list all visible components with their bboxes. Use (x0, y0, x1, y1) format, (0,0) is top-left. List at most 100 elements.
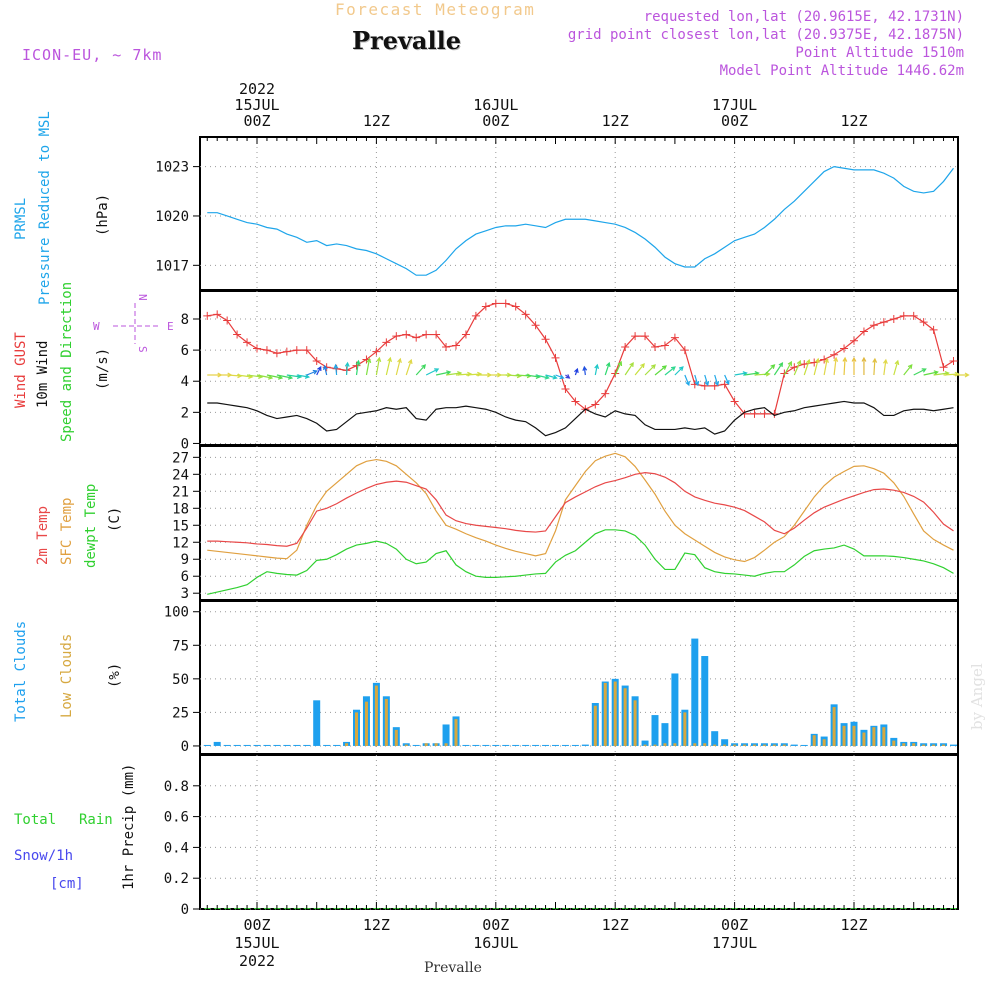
total-cloud-bar (502, 744, 510, 746)
gust-marker (561, 385, 570, 393)
pressure-unit: (hPa) (95, 194, 111, 236)
gust-marker (720, 380, 729, 389)
total-cloud-bar (522, 744, 530, 746)
compass-n: N (136, 294, 149, 301)
gust-marker (840, 344, 849, 353)
wind-arrow (764, 364, 776, 376)
snow-unit: [cm] (50, 876, 84, 892)
wind-gust-label: Wind GUST (13, 332, 29, 408)
gust-marker (631, 332, 640, 341)
total-cloud-bar (581, 744, 589, 746)
ytick-label: 9 (181, 552, 189, 568)
gust-marker (213, 310, 222, 319)
time-label-bottom: 15JUL (234, 934, 279, 952)
low-cloud-bar (633, 700, 637, 746)
gust-marker (651, 343, 659, 351)
low-cloud-bar (703, 743, 707, 746)
total-cloud-bar (571, 744, 579, 746)
ytick-label: 0 (181, 739, 189, 755)
total-cloud-bar (492, 744, 500, 746)
time-label-bottom: 17JUL (712, 934, 757, 952)
total-cloud-bar (561, 744, 569, 746)
wind-arrow (604, 361, 611, 376)
ytick-label: 25 (172, 705, 189, 721)
time-label-bottom: 16JUL (473, 934, 518, 952)
gust-marker (660, 341, 669, 350)
temp-2m-label: 2m Temp (35, 506, 51, 565)
low-cloud-bar (713, 744, 717, 746)
wind-arrow (923, 370, 939, 376)
low-cloud-bar (673, 743, 677, 746)
gust-marker (869, 321, 878, 330)
low-cloud-bar (653, 744, 657, 746)
gust-marker (859, 327, 868, 336)
wind-arrow (654, 365, 667, 376)
snow-label: Snow/1h (14, 848, 73, 864)
ytick-label: 0 (181, 436, 189, 452)
gust-marker (949, 357, 958, 365)
total-cloud-bar (790, 744, 798, 746)
wind-arrow (306, 369, 318, 376)
total-cloud-bar (253, 744, 261, 746)
ytick-label: 4 (181, 374, 189, 390)
low-cloud-bar (404, 744, 408, 746)
wind-arrow (773, 361, 784, 376)
total-cloud-bar (462, 744, 470, 746)
ytick-label: 75 (172, 638, 189, 654)
total-cloud-bar (273, 744, 281, 746)
time-label-bottom: 00Z (243, 916, 270, 934)
wind-arrow (823, 357, 829, 376)
gust-marker (422, 330, 431, 339)
gust-marker (511, 302, 520, 311)
total-cloud-bar (651, 715, 659, 746)
time-label-top: 00Z (721, 112, 748, 130)
wind-arrow (644, 364, 656, 376)
wind-speed-dir-label: Speed and Direction (59, 282, 75, 442)
time-label-top: 15JUL (234, 96, 279, 114)
wind-arrow (694, 374, 700, 387)
wind-arrow (893, 359, 900, 376)
gust-marker (253, 344, 261, 353)
compass-w: W (93, 320, 100, 333)
panel-frames (199, 136, 959, 910)
low-cloud-bar (593, 705, 597, 746)
wind-arrow (704, 374, 710, 387)
wind-arrow (833, 356, 839, 376)
gust-marker (392, 332, 401, 341)
gust-marker (452, 341, 460, 350)
wind-arrow (903, 364, 913, 376)
compass-rose: N S W E (93, 294, 174, 353)
low-cloud-bar (862, 732, 866, 746)
temp-unit: (C) (107, 507, 123, 532)
wind-arrow (256, 374, 274, 380)
footer-location: Prevalle (424, 960, 482, 976)
total-cloud-bar (283, 744, 291, 746)
ytick-label: 0.2 (164, 871, 189, 887)
total-cloud-bar (203, 744, 211, 746)
gust-marker (412, 333, 421, 342)
time-label-top: 00Z (243, 112, 270, 130)
low-cloud-bar (603, 682, 607, 746)
gust-marker (551, 353, 560, 362)
total-cloud-bar (293, 744, 301, 746)
total-cloud-bar (701, 656, 709, 746)
total-cloud-bar (552, 744, 559, 746)
low-cloud-bar (374, 685, 378, 746)
low-cloud-bar (355, 712, 358, 746)
gust-marker (272, 349, 281, 358)
ytick-label: 12 (172, 535, 189, 551)
chart-title: Forecast Meteogram (335, 0, 536, 19)
gust-marker (919, 318, 928, 327)
time-label-top: 12Z (840, 112, 867, 130)
wind-arrow (322, 364, 328, 376)
gust-marker (521, 310, 530, 319)
chart-data-layer (203, 165, 970, 909)
total-cloud-bar (213, 741, 221, 746)
wind-arrow (435, 370, 452, 376)
wind-arrow (505, 373, 522, 379)
temp-2m-line (207, 472, 954, 547)
gust-marker (879, 318, 888, 327)
time-label-top: 12Z (363, 112, 390, 130)
low-cloud-bar (942, 744, 946, 746)
gust-marker (700, 381, 709, 390)
